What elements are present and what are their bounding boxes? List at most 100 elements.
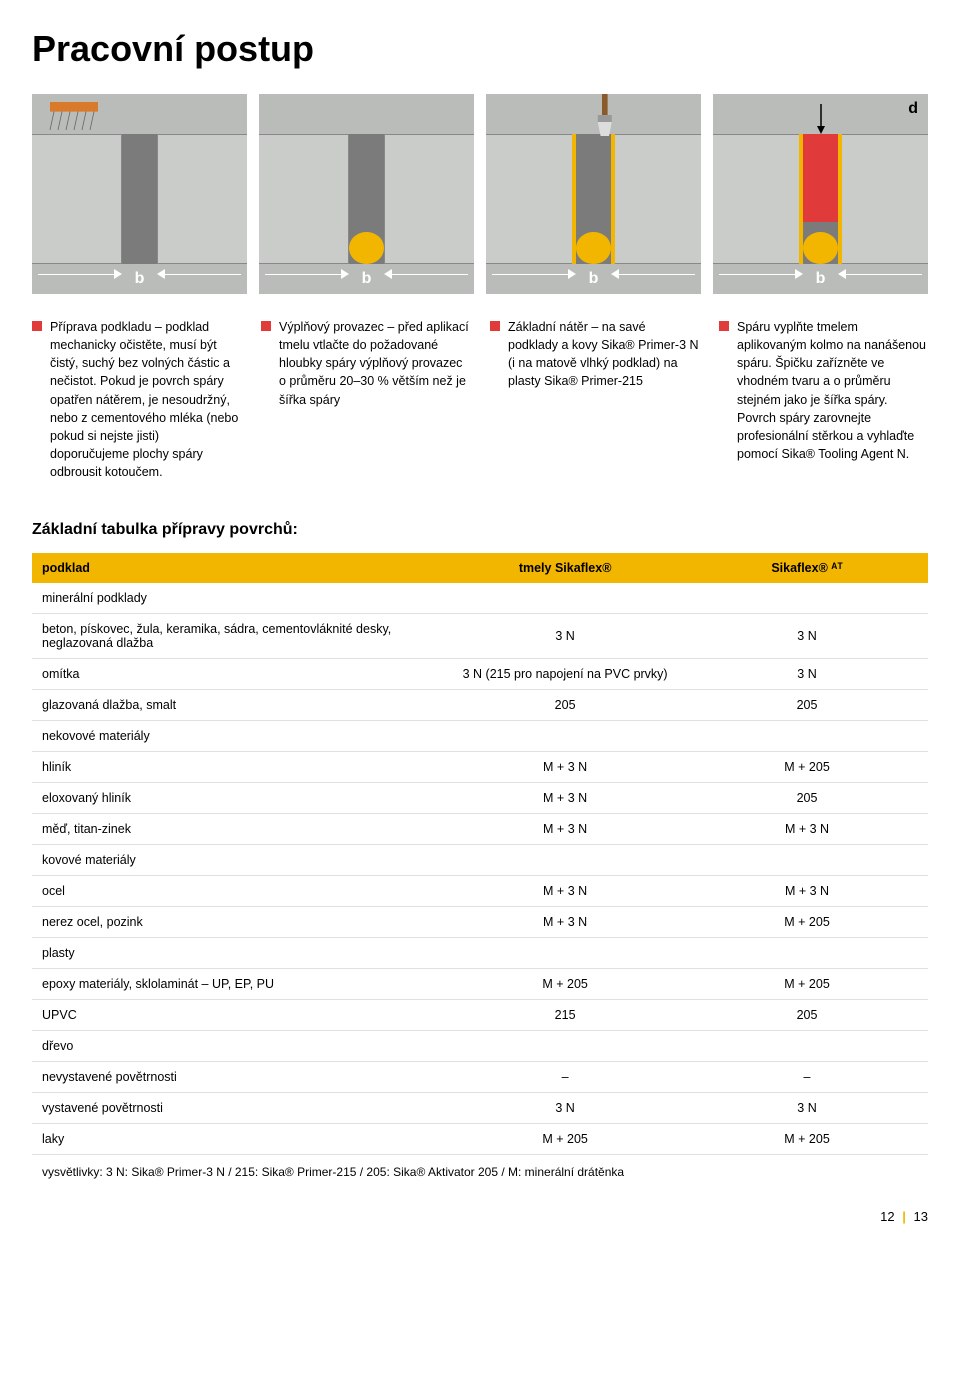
label-d: d	[908, 100, 918, 118]
paint-brush-icon	[574, 94, 644, 174]
page-number: 12 | 13	[32, 1209, 928, 1224]
table-footnote: vysvětlivky: 3 N: Sika® Primer-3 N / 215…	[32, 1155, 928, 1179]
table-row: epoxy materiály, sklolaminát – UP, EP, P…	[32, 969, 928, 1000]
category-cell: plasty	[32, 938, 928, 969]
cell: eloxovaný hliník	[32, 783, 444, 814]
sealant-fill	[803, 134, 837, 222]
table-row: glazovaná dlažba, smalt205205	[32, 690, 928, 721]
cell: 3 N	[444, 1093, 686, 1124]
cell: 205	[444, 690, 686, 721]
cell: M + 205	[686, 969, 928, 1000]
cell: M + 3 N	[686, 814, 928, 845]
cell: 205	[686, 1000, 928, 1031]
step-4: Spáru vyplňte tmelem aplikovaným kolmo n…	[719, 318, 928, 481]
cell: M + 3 N	[444, 814, 686, 845]
th-substrate: podklad	[32, 553, 444, 583]
cell: nevystavené povětrnosti	[32, 1062, 444, 1093]
diagram-4: d b	[713, 94, 928, 294]
cell: hliník	[32, 752, 444, 783]
cell: 205	[686, 690, 928, 721]
cell: 3 N	[444, 614, 686, 659]
label-b: b	[713, 270, 928, 288]
cell: –	[444, 1062, 686, 1093]
table-row: nerez ocel, pozinkM + 3 NM + 205	[32, 907, 928, 938]
table-row: lakyM + 205M + 205	[32, 1124, 928, 1155]
table-row: minerální podklady	[32, 583, 928, 614]
label-b: b	[259, 270, 474, 288]
table-row: plasty	[32, 938, 928, 969]
cell: omítka	[32, 659, 444, 690]
table-row: vystavené povětrnosti3 N3 N	[32, 1093, 928, 1124]
table-row: omítka3 N (215 pro napojení na PVC prvky…	[32, 659, 928, 690]
bullet-icon	[719, 321, 729, 331]
diagram-3: b	[486, 94, 701, 294]
bullet-icon	[32, 321, 42, 331]
cell: M + 205	[444, 1124, 686, 1155]
category-cell: kovové materiály	[32, 845, 928, 876]
cell: M + 3 N	[444, 907, 686, 938]
cell: nerez ocel, pozink	[32, 907, 444, 938]
label-b: b	[486, 270, 701, 288]
cell: epoxy materiály, sklolaminát – UP, EP, P…	[32, 969, 444, 1000]
diagram-1: b	[32, 94, 247, 294]
cell: 3 N (215 pro napojení na PVC prvky)	[444, 659, 686, 690]
th-sikaflex-at: Sikaflex® ᴬᵀ	[686, 553, 928, 583]
table-row: hliníkM + 3 NM + 205	[32, 752, 928, 783]
backer-rod-icon	[803, 232, 837, 264]
step-text: Výplňový provazec – před aplikací tmelu …	[279, 318, 470, 481]
cell: 3 N	[686, 659, 928, 690]
cell: M + 3 N	[444, 783, 686, 814]
table-row: dřevo	[32, 1031, 928, 1062]
cell: měď, titan-zinek	[32, 814, 444, 845]
cell: glazovaná dlažba, smalt	[32, 690, 444, 721]
table-row: nevystavené povětrnosti––	[32, 1062, 928, 1093]
cell: M + 205	[686, 1124, 928, 1155]
cell: M + 3 N	[444, 752, 686, 783]
cell: M + 205	[686, 752, 928, 783]
category-cell: dřevo	[32, 1031, 928, 1062]
arrow-down-icon	[815, 104, 827, 134]
table-row: ocelM + 3 NM + 3 N	[32, 876, 928, 907]
step-text: Příprava podkladu – podklad mechanicky o…	[50, 318, 241, 481]
table-row: měď, titan-zinekM + 3 NM + 3 N	[32, 814, 928, 845]
step-columns: Příprava podkladu – podklad mechanicky o…	[32, 318, 928, 481]
cell: M + 205	[686, 907, 928, 938]
cell: 3 N	[686, 1093, 928, 1124]
diagram-row: b b b d b	[32, 94, 928, 294]
table-row: kovové materiály	[32, 845, 928, 876]
category-cell: nekovové materiály	[32, 721, 928, 752]
table-row: eloxovaný hliníkM + 3 N205	[32, 783, 928, 814]
cell: beton, pískovec, žula, keramika, sádra, …	[32, 614, 444, 659]
step-2: Výplňový provazec – před aplikací tmelu …	[261, 318, 470, 481]
wire-brush-icon	[42, 94, 122, 174]
backer-rod-icon	[349, 232, 383, 264]
cell: 205	[686, 783, 928, 814]
backer-rod-icon	[576, 232, 610, 264]
step-text: Spáru vyplňte tmelem aplikovaným kolmo n…	[737, 318, 928, 481]
cell: M + 205	[444, 969, 686, 1000]
cell: vystavené povětrnosti	[32, 1093, 444, 1124]
label-b: b	[32, 270, 247, 288]
table-title: Základní tabulka přípravy povrchů:	[32, 521, 928, 539]
step-3: Základní nátěr – na savé podklady a kovy…	[490, 318, 699, 481]
category-cell: minerální podklady	[32, 583, 928, 614]
page-separator: |	[898, 1209, 910, 1224]
table-row: UPVC215205	[32, 1000, 928, 1031]
cell: M + 3 N	[686, 876, 928, 907]
step-text: Základní nátěr – na savé podklady a kovy…	[508, 318, 699, 481]
cell: M + 3 N	[444, 876, 686, 907]
primer-table: podklad tmely Sikaflex® Sikaflex® ᴬᵀ min…	[32, 553, 928, 1155]
cell: 3 N	[686, 614, 928, 659]
page-right: 13	[914, 1209, 928, 1224]
cell: ocel	[32, 876, 444, 907]
page-title: Pracovní postup	[32, 28, 928, 70]
diagram-2: b	[259, 94, 474, 294]
table-row: nekovové materiály	[32, 721, 928, 752]
cell: laky	[32, 1124, 444, 1155]
cell: –	[686, 1062, 928, 1093]
page-left: 12	[880, 1209, 894, 1224]
cell: 215	[444, 1000, 686, 1031]
th-sikaflex: tmely Sikaflex®	[444, 553, 686, 583]
step-1: Příprava podkladu – podklad mechanicky o…	[32, 318, 241, 481]
table-row: beton, pískovec, žula, keramika, sádra, …	[32, 614, 928, 659]
